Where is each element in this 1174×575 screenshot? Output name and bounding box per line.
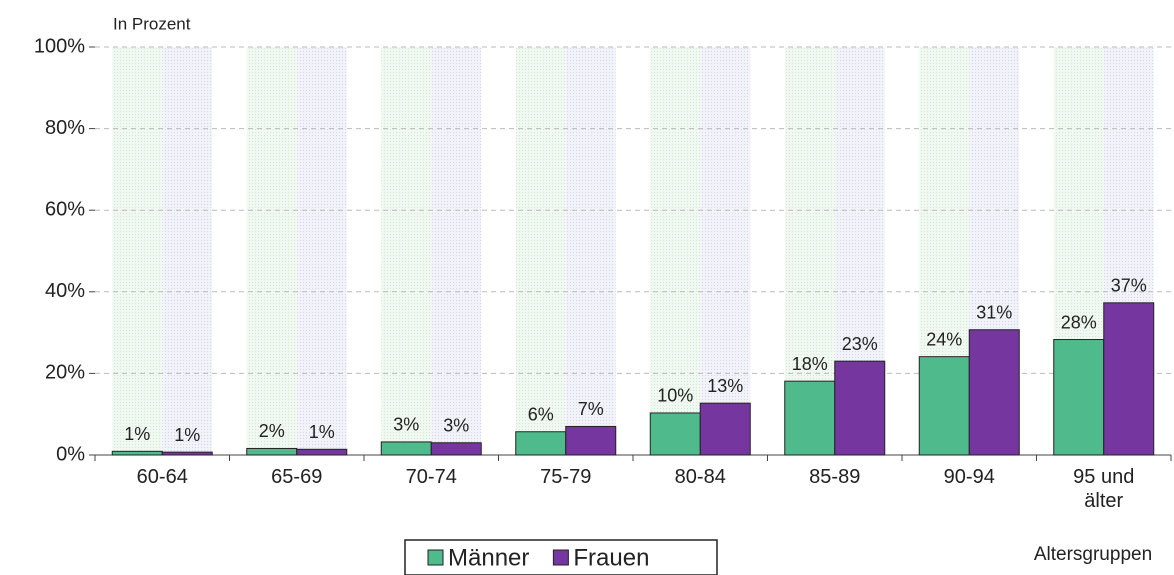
x-tick-label: 90-94 (943, 466, 995, 488)
value-label: 6% (528, 404, 554, 424)
bar (1053, 339, 1105, 456)
bar (649, 412, 701, 456)
value-label: 3% (393, 415, 419, 435)
x-tick-label: 60-64 (136, 466, 188, 488)
stripe (162, 47, 213, 455)
x-tick-label: 75-79 (540, 466, 592, 488)
bar (161, 451, 213, 456)
bar (968, 329, 1020, 456)
x-tick-label: 70-74 (405, 466, 457, 488)
stripe (700, 47, 751, 455)
value-label: 18% (792, 354, 828, 374)
bar (834, 360, 886, 456)
legend-label: Männer (448, 544, 529, 571)
bar (515, 431, 567, 456)
subtitle: In Prozent (113, 14, 191, 33)
legend-swatch (552, 549, 569, 566)
stripe (112, 47, 163, 455)
x-tick-label: 65-69 (271, 466, 323, 488)
x-tick-label: 95 und älter (1073, 466, 1135, 512)
value-label: 28% (1061, 312, 1097, 332)
bar (380, 441, 432, 456)
bar (784, 380, 836, 456)
x-axis-label: Altersgruppen (1034, 544, 1152, 565)
bar (699, 402, 751, 456)
stripe (515, 47, 566, 455)
value-label: 13% (707, 376, 743, 396)
y-tick-label: 20% (45, 362, 85, 384)
value-label: 2% (259, 421, 285, 441)
bar (430, 442, 482, 456)
value-label: 24% (926, 329, 962, 349)
value-label: 37% (1111, 276, 1147, 296)
value-label: 3% (443, 416, 469, 436)
value-label: 1% (124, 424, 150, 444)
stripe (381, 47, 432, 455)
stripe (431, 47, 482, 455)
stripe (246, 47, 297, 455)
value-label: 1% (309, 422, 335, 442)
y-tick-label: 80% (45, 117, 85, 139)
legend-label: Frauen (573, 544, 649, 571)
bar (1103, 302, 1155, 456)
stripe (565, 47, 616, 455)
x-tick-label: 85-89 (809, 466, 861, 488)
bar (246, 447, 298, 456)
legend-swatch (427, 549, 444, 566)
y-tick-label: 0% (56, 443, 85, 465)
stripe (296, 47, 347, 455)
y-tick-label: 40% (45, 280, 85, 302)
bar (918, 356, 970, 456)
value-label: 1% (174, 425, 200, 445)
y-tick-label: 100% (34, 35, 85, 57)
value-label: 7% (578, 399, 604, 419)
stripe (650, 47, 701, 455)
bar (565, 425, 617, 456)
y-tick-label: 60% (45, 198, 85, 220)
bar (111, 450, 163, 456)
x-tick-label: 80-84 (674, 466, 726, 488)
bar (296, 448, 348, 456)
value-label: 31% (976, 302, 1012, 322)
value-label: 23% (842, 334, 878, 354)
value-label: 10% (657, 386, 693, 406)
